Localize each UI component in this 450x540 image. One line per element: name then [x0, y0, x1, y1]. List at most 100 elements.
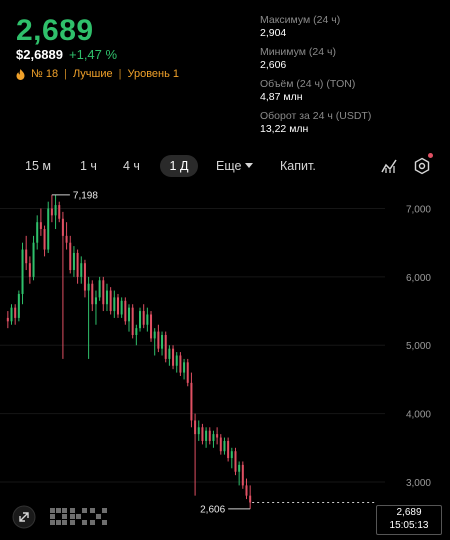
price-change: +1,47 % — [69, 47, 118, 62]
candle-body — [94, 297, 97, 305]
candle-body — [6, 317, 9, 322]
candle-body — [161, 334, 164, 349]
candle-body — [72, 252, 75, 271]
candle-body — [139, 311, 142, 329]
fullscreen-icon[interactable] — [12, 505, 36, 529]
candle-body — [157, 331, 160, 349]
stat-volume: Объём (24 ч) (TON) 4,87 млн — [260, 78, 371, 104]
candle-body — [61, 218, 64, 236]
candle-body — [230, 451, 233, 459]
candle-body — [43, 229, 46, 250]
candle-body — [83, 263, 86, 291]
candle-body — [76, 252, 79, 277]
stat-value: 4,87 млн — [260, 91, 303, 103]
more-dropdown[interactable]: Еще — [216, 155, 254, 177]
candle-body — [116, 297, 119, 315]
candle-body — [127, 307, 131, 322]
candle-body — [183, 362, 186, 373]
candle-body — [28, 263, 31, 277]
tab-15m[interactable]: 15 м — [25, 159, 51, 173]
candle-body — [245, 485, 248, 496]
stat-label: Оборот за 24 ч (USDT) — [260, 110, 372, 122]
candle-body — [109, 290, 112, 312]
max-annotation: 7,198 — [73, 190, 98, 201]
candle-body — [69, 242, 72, 271]
candle-body — [58, 205, 61, 219]
candle-body — [105, 290, 108, 305]
stat-label: Объём (24 ч) (TON) — [260, 78, 356, 90]
stat-value: 13,22 млн — [260, 123, 309, 135]
candle-body — [234, 451, 237, 472]
candle-body — [212, 434, 215, 441]
y-axis: 7,000 6,000 5,000 4,000 3,000 — [406, 205, 431, 489]
candle-body — [47, 208, 50, 250]
stat-value: 2,904 — [260, 27, 287, 39]
candle-body — [65, 235, 68, 243]
y-tick-label: 6,000 — [406, 273, 431, 284]
candle-body — [91, 283, 94, 305]
candle-body — [175, 355, 178, 366]
candle-body — [102, 280, 105, 305]
tab-1d[interactable]: 1 Д — [160, 155, 198, 177]
notification-dot — [428, 153, 433, 158]
candle-body — [227, 440, 230, 459]
rank-badge[interactable]: № 18 — [31, 68, 59, 80]
candle-body — [164, 334, 167, 359]
candle-body — [179, 355, 182, 373]
candle-body — [249, 495, 252, 503]
last-price: 2,689 — [16, 14, 94, 47]
y-tick-label: 4,000 — [406, 410, 431, 421]
candle-body — [39, 222, 42, 230]
stat-label: Минимум (24 ч) — [260, 46, 336, 58]
chevron-down-icon — [245, 163, 254, 168]
chart-settings-icon[interactable] — [413, 157, 431, 175]
candle-body — [190, 382, 193, 421]
category-link[interactable]: Лучшие — [72, 68, 113, 80]
more-label: Еще — [216, 159, 242, 173]
okx-logo-icon — [50, 508, 107, 525]
candle-body — [21, 249, 24, 294]
y-tick-label: 7,000 — [406, 205, 431, 216]
candle-body — [168, 348, 171, 359]
candle-body — [36, 222, 39, 243]
candle-body — [219, 437, 222, 452]
candlestick-chart[interactable]: 7,000 6,000 5,000 4,000 3,000 7,198 2,606 — [0, 188, 450, 535]
tab-market-cap[interactable]: Капит. — [280, 159, 316, 173]
candle-body — [14, 307, 17, 318]
tab-4h[interactable]: 4 ч — [123, 159, 140, 173]
candles — [6, 194, 252, 509]
candle-body — [241, 464, 244, 486]
candle-body — [120, 300, 123, 315]
price-chart[interactable]: 7,000 6,000 5,000 4,000 3,000 7,198 2,606 — [0, 188, 450, 535]
level-link[interactable]: Уровень 1 — [127, 68, 180, 80]
candle-body — [124, 300, 127, 322]
tab-1h[interactable]: 1 ч — [80, 159, 97, 173]
candle-body — [201, 427, 204, 441]
indicators-icon[interactable] — [380, 157, 398, 175]
candle-body — [17, 293, 20, 318]
candle-body — [194, 420, 197, 435]
candle-body — [216, 434, 219, 438]
stat-value: 2,606 — [260, 59, 287, 71]
y-tick-label: 5,000 — [406, 341, 431, 352]
candle-body — [50, 208, 53, 216]
candle-body — [98, 280, 101, 298]
stat-high: Максимум (24 ч) 2,904 — [260, 14, 371, 40]
candle-body — [150, 314, 153, 339]
last-price-value: 2,689 — [396, 507, 422, 518]
candle-body — [25, 249, 28, 264]
y-tick-label: 3,000 — [406, 478, 431, 489]
price-subline: $2,6889 +1,47 % — [16, 47, 117, 62]
candle-body — [197, 427, 200, 435]
candle-body — [205, 430, 208, 441]
candle-body — [10, 307, 13, 322]
min-annotation: 2,606 — [200, 504, 225, 515]
fire-icon — [16, 68, 25, 80]
last-price-tag: 2,689 15:05:13 — [376, 505, 442, 535]
candle-body — [54, 205, 57, 216]
timeframe-bar: 15 м 1 ч 4 ч 1 Д Еще Капит. — [0, 155, 450, 177]
candle-body — [131, 307, 134, 335]
candle-countdown: 15:05:13 — [389, 520, 429, 531]
candle-body — [223, 440, 226, 452]
candle-body — [238, 464, 241, 472]
